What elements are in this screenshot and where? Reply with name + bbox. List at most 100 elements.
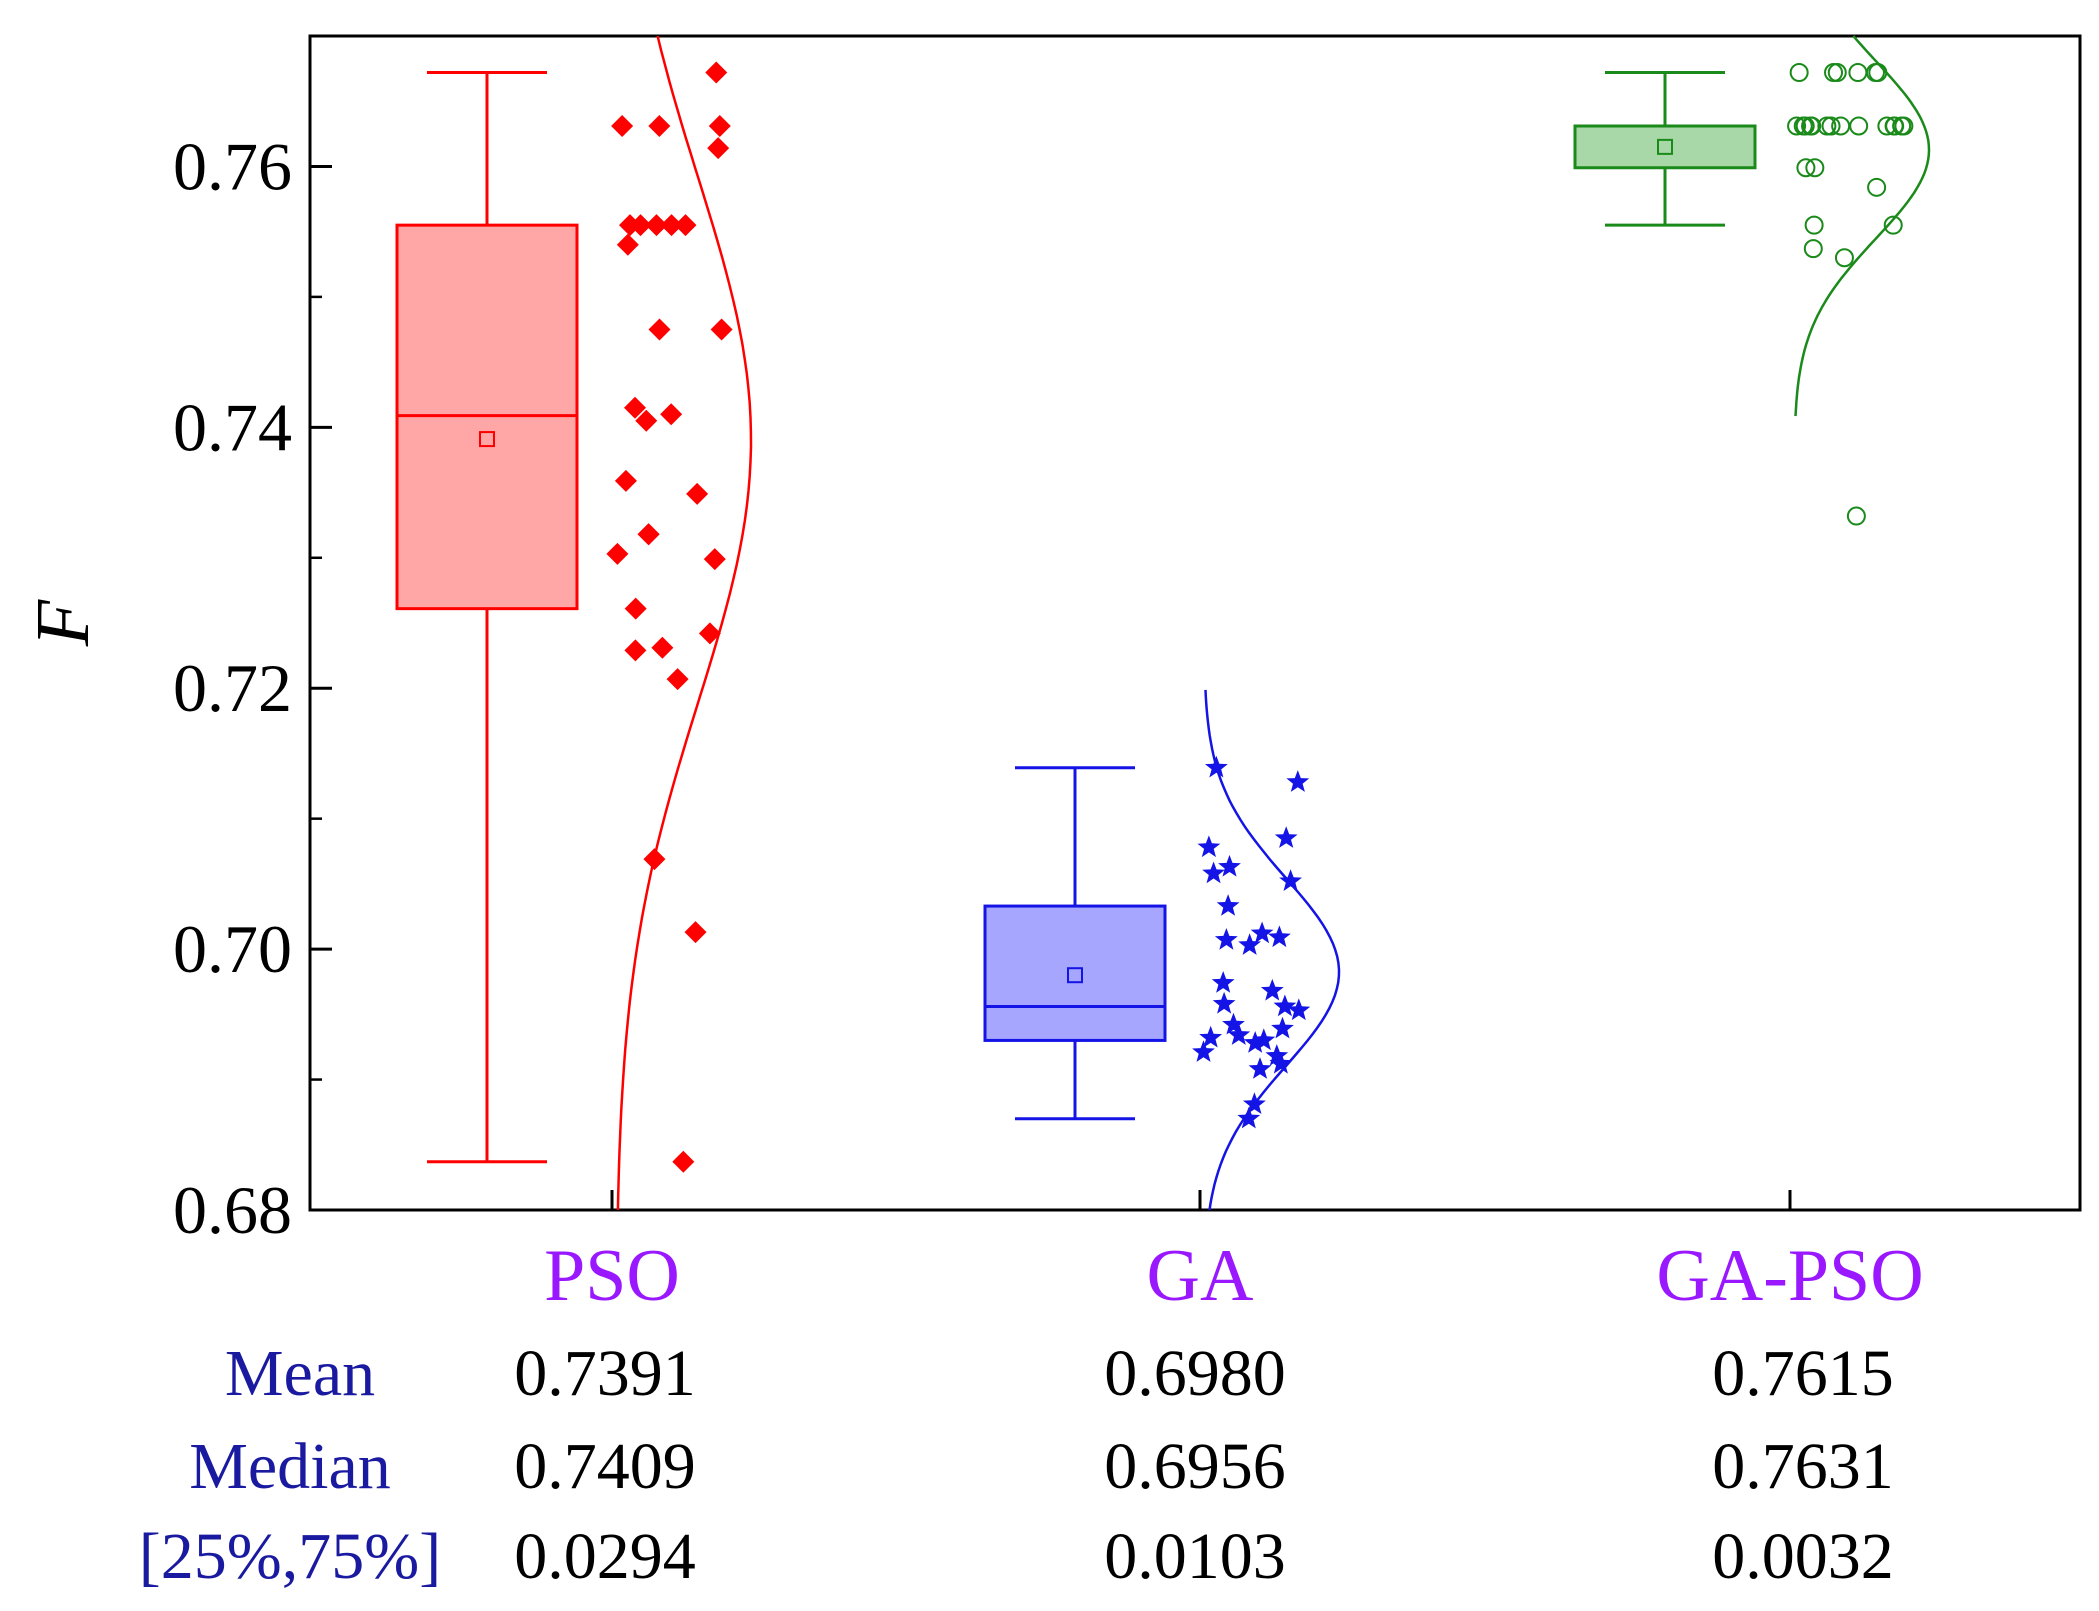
data-point [660,403,683,426]
data-point [616,233,639,256]
y-axis-title: F [21,598,105,647]
data-point [686,482,709,505]
data-point [1216,894,1240,916]
data-point [1248,1057,1272,1079]
mean-marker [1657,138,1673,155]
box-iqr [983,904,1167,1042]
stats-value: 0.0032 [1712,1520,1894,1593]
data-point [703,548,726,571]
data-point [1793,116,1813,136]
data-point [637,523,660,546]
data-point [648,115,671,138]
data-point [698,622,721,645]
data-point [672,1150,695,1173]
x-category-label: GA-PSO [1656,1235,1923,1317]
data-point [1211,971,1235,993]
data-point [674,214,697,237]
data-point [1867,177,1887,197]
data-point [1265,1044,1289,1066]
box-iqr [1573,124,1757,170]
x-category-label: PSO [544,1235,680,1317]
data-point [1214,928,1238,950]
stats-value: 0.7615 [1712,1337,1894,1410]
data-point [624,639,647,662]
y-tick-label: 0.72 [173,650,292,726]
data-point [651,636,674,659]
mean-marker [1067,967,1083,984]
data-point [635,409,658,432]
data-point [1218,854,1241,877]
data-point [1849,116,1869,136]
data-point [1222,1012,1245,1035]
x-category-label: GA [1147,1235,1254,1317]
data-point [1271,1016,1294,1039]
distribution-curve [1204,689,1341,1211]
data-point [1883,215,1903,235]
y-tick-label: 0.74 [173,389,292,465]
data-point [1805,158,1825,178]
data-point [648,318,671,341]
box-group-ga [983,689,1341,1211]
stats-row-label: Median [189,1430,391,1503]
data-point [1787,116,1807,136]
data-point [1801,116,1821,136]
data-point [710,318,733,341]
stats-row-label: [25%,75%] [139,1520,441,1593]
distribution-curve [616,35,753,1211]
data-point [1803,239,1823,259]
data-point [1192,1040,1215,1062]
data-point [1848,63,1868,83]
data-point [705,61,728,84]
data-point [1199,1025,1223,1048]
data-point [1884,116,1904,136]
data-point [1827,63,1847,83]
data-point [1273,994,1297,1017]
data-point [1834,248,1854,268]
data-point [1286,770,1310,792]
stats-value: 0.0103 [1104,1520,1286,1593]
data-point [1227,1023,1251,1045]
data-point [606,542,629,565]
data-point [1789,63,1809,83]
stats-value: 0.7631 [1712,1430,1894,1503]
stats-value: 0.6956 [1104,1430,1286,1503]
box-groups [395,35,1931,1211]
data-point [1197,835,1221,858]
stats-table: Mean 0.7391 0.6980 0.7615 Median 0.7409 0.6956… [139,1337,1894,1593]
data-point [660,214,683,237]
data-point [1260,978,1284,1001]
data-point [1212,991,1236,1014]
plot-frame [308,34,2082,1212]
x-axis: PSO GA GA-PSO [544,1190,1924,1317]
data-point [1268,925,1291,948]
data-point [645,214,668,237]
data-point [1831,116,1851,136]
data-point [1243,1031,1267,1053]
data-point [1238,933,1261,955]
stats-value: 0.6980 [1104,1337,1286,1410]
data-point [1250,921,1274,944]
data-point [1796,158,1816,178]
data-point [1274,826,1298,848]
box-group-pso [395,35,753,1211]
data-point [1237,1106,1261,1129]
y-tick-label: 0.70 [173,911,292,987]
y-tick-label: 0.76 [173,128,292,204]
data-point [684,921,707,944]
data-point [611,115,634,138]
data-point [624,597,647,620]
data-point [1279,869,1302,891]
data-point [1269,1051,1293,1074]
data-point [1804,215,1824,235]
stats-value: 0.7409 [514,1430,696,1503]
data-point [1824,63,1844,83]
box-group-ga-pso [1573,35,1931,526]
y-tick-label: 0.68 [173,1172,292,1248]
data-point [623,396,646,419]
stats-value: 0.0294 [514,1520,696,1593]
data-point [1846,506,1866,526]
stats-value: 0.7391 [514,1337,696,1410]
data-point [666,668,689,691]
data-point [629,214,652,237]
